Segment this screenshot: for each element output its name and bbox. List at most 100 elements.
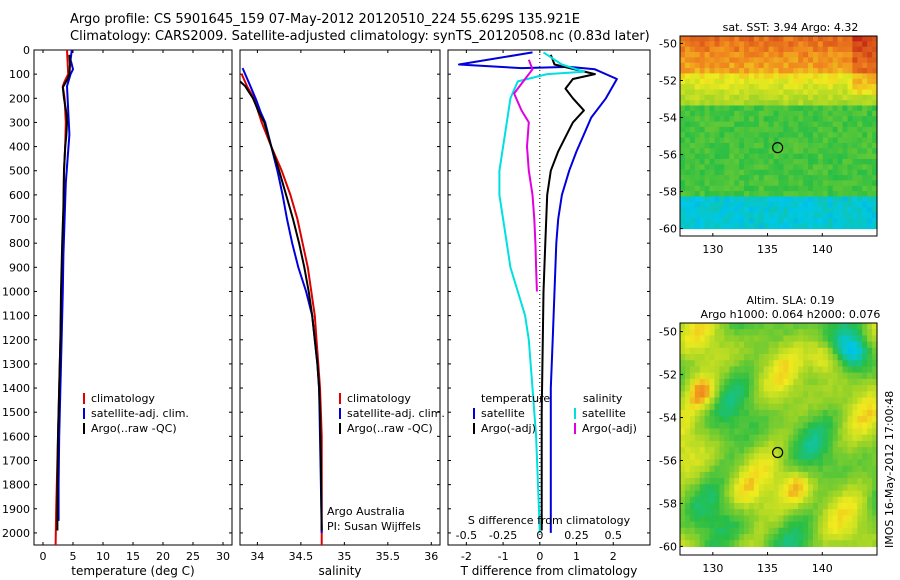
map-cell <box>729 191 735 197</box>
map-cell <box>813 490 819 498</box>
map-cell <box>709 360 715 367</box>
map-cell <box>773 201 780 208</box>
map-cell <box>862 217 868 224</box>
y-tick-label: 1400 <box>2 382 30 395</box>
map-cell <box>867 143 873 149</box>
map-cell <box>714 347 720 355</box>
map-cell <box>783 515 789 523</box>
map-cell <box>749 490 755 498</box>
map-cell <box>704 471 711 479</box>
map-cell <box>852 540 858 547</box>
map-cell <box>862 372 868 380</box>
y-tick-label: 1700 <box>2 454 30 467</box>
map-cell <box>734 540 740 547</box>
map-cell <box>699 196 706 203</box>
map-cell <box>744 62 750 69</box>
map-cell <box>744 465 750 473</box>
map-cell <box>808 41 814 48</box>
map-cell <box>783 100 789 107</box>
map-cell <box>773 459 780 467</box>
map-cell <box>744 366 750 374</box>
map-cell <box>684 36 691 42</box>
map-cell <box>729 185 735 192</box>
map-cell <box>778 521 784 529</box>
map-cell <box>699 335 706 343</box>
map-cell <box>783 121 789 128</box>
map-cell <box>753 68 760 74</box>
map-cell <box>763 459 770 467</box>
map-cell <box>768 78 775 85</box>
map-cell <box>763 484 770 492</box>
map-cell <box>783 196 789 203</box>
map-cell <box>739 78 745 85</box>
map-cell <box>778 100 784 107</box>
map-cell <box>852 378 858 386</box>
map-cell <box>734 223 740 230</box>
map-cell <box>798 496 804 504</box>
map-cell <box>714 84 720 90</box>
map-cell <box>798 428 804 436</box>
y-tick-label: 400 <box>9 141 30 154</box>
map-cell <box>857 94 863 101</box>
map-cell <box>744 391 750 399</box>
map-cell <box>773 540 780 547</box>
map-cell <box>803 148 809 155</box>
map-cell <box>729 329 735 336</box>
map-cell <box>753 169 760 176</box>
map-cell <box>739 540 745 547</box>
map-cell <box>763 84 770 90</box>
map-cell <box>813 540 819 547</box>
map-cell <box>842 57 848 64</box>
map-cell <box>714 459 720 467</box>
map-cell <box>684 100 691 107</box>
map-cell <box>689 164 696 171</box>
map-cell <box>709 169 715 176</box>
map-cell <box>753 453 760 461</box>
map-cell <box>749 434 755 442</box>
map-cell <box>817 347 824 355</box>
map-cell <box>847 175 853 181</box>
temperature-panel: 0100200300400500600700800900100011001200… <box>2 44 233 578</box>
map-cell <box>749 73 755 80</box>
map-cell <box>817 360 824 367</box>
map-cell <box>753 148 760 155</box>
map-cell <box>699 57 706 64</box>
map-cell <box>753 335 760 343</box>
legend-label: Argo(..raw -QC) <box>347 422 433 435</box>
map-cell <box>753 137 760 144</box>
map-cell <box>768 378 775 386</box>
map-cell <box>763 515 770 523</box>
map-cell <box>734 354 740 361</box>
map-cell <box>842 335 848 343</box>
map-cell <box>684 434 691 442</box>
map-cell <box>837 372 844 380</box>
map-cell <box>768 366 775 374</box>
map-cell <box>724 496 730 504</box>
map-cell <box>862 223 868 230</box>
map-cell <box>862 534 868 541</box>
map-cell <box>773 428 780 436</box>
map-cell <box>684 68 691 74</box>
map-cell <box>753 175 760 181</box>
map-cell <box>827 89 834 96</box>
map-cell <box>813 62 819 69</box>
map-cell <box>694 354 701 361</box>
map-cell <box>832 329 839 336</box>
map-cell <box>694 496 701 504</box>
map-cell <box>857 391 863 399</box>
map-cell <box>832 471 839 479</box>
map-cell <box>749 385 755 392</box>
map-cell <box>842 459 848 467</box>
map-cell <box>867 180 873 187</box>
map-cell <box>714 416 720 423</box>
map-cell <box>709 36 715 42</box>
map-cell <box>729 62 735 69</box>
map-cell <box>783 164 789 171</box>
map-cell <box>758 478 765 485</box>
map-cell <box>768 465 775 473</box>
map-cell <box>822 397 829 405</box>
map-cell <box>872 527 878 535</box>
map-cell <box>857 447 863 454</box>
map-cell <box>808 503 814 510</box>
map-cell <box>689 148 696 155</box>
